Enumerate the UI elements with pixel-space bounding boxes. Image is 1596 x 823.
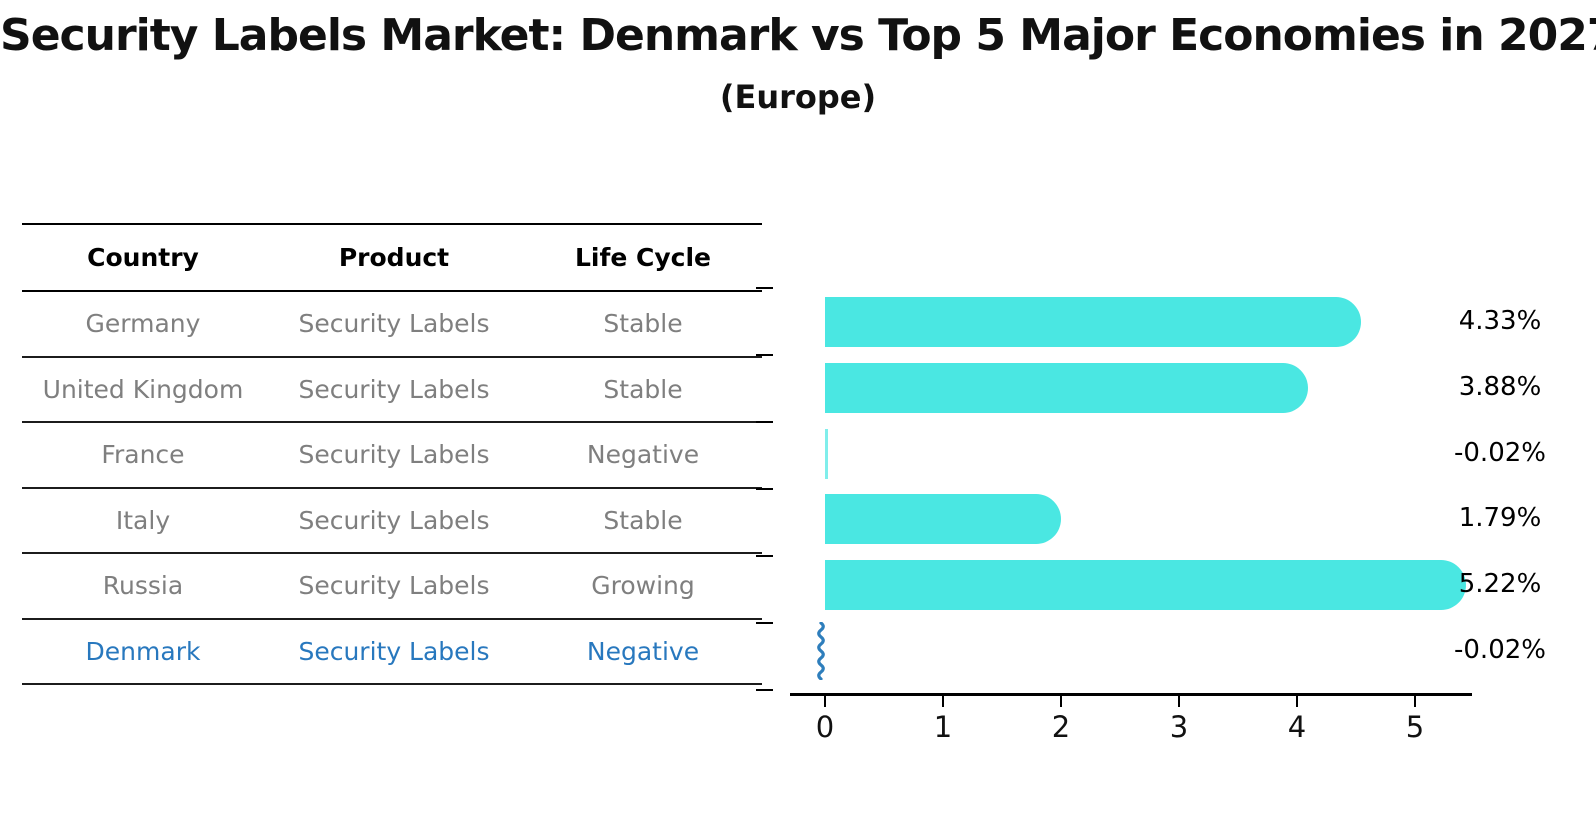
cell-country: Russia: [102, 571, 184, 601]
cell-country: France: [101, 440, 185, 470]
cell-product: Security Labels: [298, 505, 490, 535]
value-label-denmark: -0.02%: [1454, 635, 1546, 665]
table-header-lifecycle: Life Cycle: [574, 243, 712, 272]
cell-life-cycle: Stable: [603, 505, 683, 535]
bar-united-kingdom: [825, 362, 1308, 413]
bar-germany: [825, 297, 1361, 347]
value-label-united-kingdom: 3.88%: [1458, 371, 1542, 402]
y-tick: [756, 287, 773, 289]
cell-product: Security Labels: [298, 309, 490, 339]
x-tick-label: 2: [1051, 710, 1071, 744]
y-tick: [756, 555, 773, 557]
cell-product: Security Labels: [298, 571, 490, 601]
cell-country: Denmark: [85, 636, 201, 666]
x-tick: [1295, 695, 1299, 707]
table-row-germany: Germany Security Labels Stable: [22, 292, 762, 358]
cell-country: Germany: [85, 309, 201, 339]
x-tick-label: 3: [1169, 710, 1189, 744]
value-label-france: -0.02%: [1454, 437, 1546, 468]
chart-title: Security Labels Market: Denmark vs Top 5…: [0, 10, 1596, 61]
table-row-denmark: Denmark Security Labels Negative: [22, 620, 762, 685]
x-tick-label: 0: [815, 710, 835, 744]
table-header-product: Product: [338, 243, 450, 272]
squiggle-bar-denmark: [817, 622, 825, 680]
table-body: Germany Security Labels Stable United Kingd…: [22, 292, 762, 685]
bar-russia: [825, 560, 1466, 611]
cell-life-cycle: Negative: [586, 636, 700, 666]
table-row-france: France Security Labels Negative: [22, 423, 762, 489]
table-header-row: Country Product Life Cycle: [22, 225, 762, 292]
x-tick-label: 4: [1287, 710, 1307, 744]
value-label-germany: 4.33%: [1458, 306, 1542, 336]
y-tick: [756, 421, 773, 423]
x-tick: [1413, 695, 1417, 707]
bar-france: [825, 428, 828, 479]
cell-product: Security Labels: [298, 374, 490, 404]
summary-table: Country Product Life Cycle Germany Securi…: [22, 223, 762, 685]
chart-subtitle: (Europe): [719, 78, 877, 116]
table-row-russia: Russia Security Labels Growing: [22, 554, 762, 620]
y-tick: [756, 622, 773, 624]
x-tick: [1059, 695, 1063, 707]
cell-life-cycle: Growing: [591, 571, 695, 601]
cell-product: Security Labels: [298, 636, 490, 666]
x-tick: [941, 695, 945, 707]
table-header-country: Country: [87, 243, 199, 272]
cell-life-cycle: Negative: [586, 440, 700, 470]
x-axis-line: [790, 692, 1472, 696]
cell-country: United Kingdom: [42, 374, 244, 404]
cell-product: Security Labels: [298, 440, 490, 470]
y-tick: [756, 488, 773, 490]
cell-country: Italy: [115, 505, 171, 535]
x-tick: [823, 695, 827, 707]
value-label-italy: 1.79%: [1458, 503, 1542, 534]
y-tick: [756, 354, 773, 356]
x-tick-label: 5: [1405, 710, 1425, 744]
cell-life-cycle: Stable: [603, 309, 683, 339]
x-tick-label: 1: [933, 710, 953, 744]
value-label-russia: 5.22%: [1458, 569, 1542, 600]
table-row-united-kingdom: United Kingdom Security Labels Stable: [22, 358, 762, 423]
cell-life-cycle: Stable: [603, 374, 683, 404]
x-tick: [1177, 695, 1181, 707]
table-row-italy: Italy Security Labels Stable: [22, 489, 762, 554]
bar-italy: [825, 494, 1062, 545]
y-tick: [756, 689, 773, 691]
